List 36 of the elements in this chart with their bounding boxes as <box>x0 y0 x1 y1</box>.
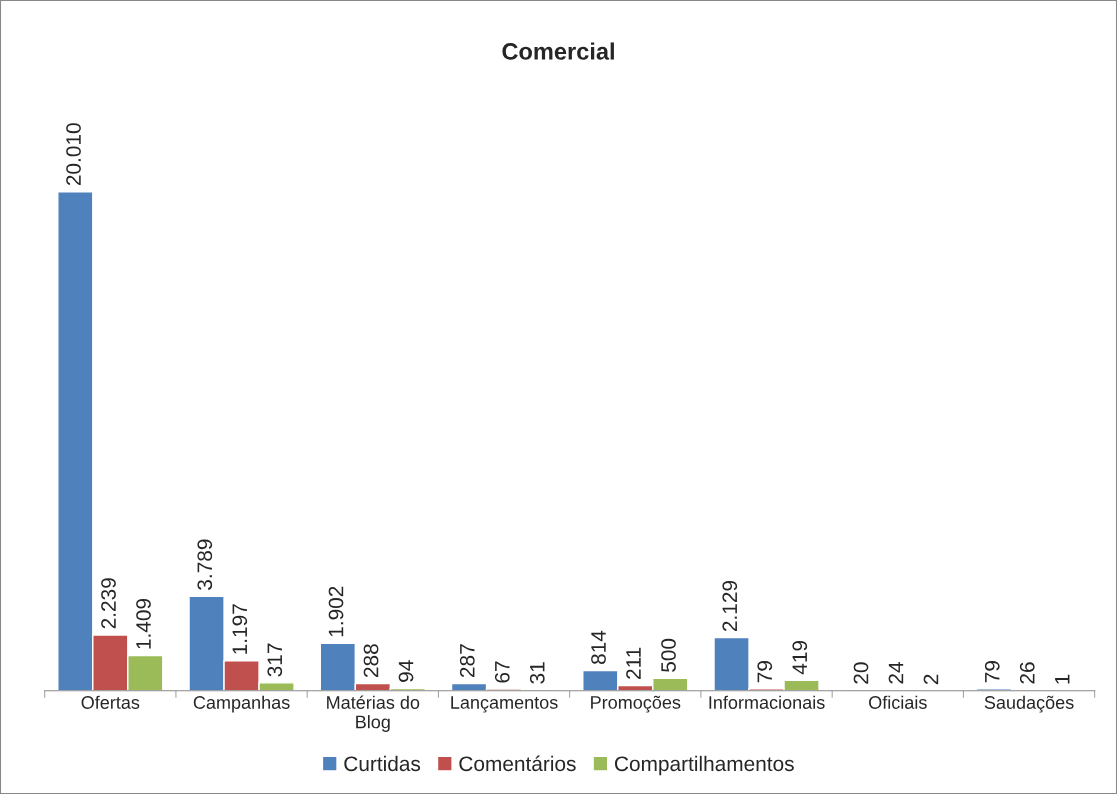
data-label: 67 <box>494 661 510 683</box>
data-label: 317 <box>267 643 283 677</box>
x-tick-label: Campanhas <box>193 695 290 713</box>
data-label: 20.010 <box>66 123 81 186</box>
x-tick-label: Informacionais <box>709 695 825 709</box>
data-label: 287 <box>459 644 475 678</box>
chart-title: Comercial <box>502 42 614 60</box>
data-label: 31 <box>529 662 545 684</box>
data-label: 20 <box>853 662 869 684</box>
legend-label: Comentários <box>459 755 576 772</box>
data-label: 288 <box>363 644 379 677</box>
data-label: 1.902 <box>328 586 344 637</box>
data-label: 419 <box>792 641 808 675</box>
data-label: 2.239 <box>101 578 116 629</box>
data-label: 1.197 <box>232 604 248 654</box>
x-tick-label: Ofertas <box>81 695 140 709</box>
x-tick-label: Promoções <box>591 695 681 713</box>
data-label: 79 <box>984 661 1000 683</box>
data-label: 2 <box>923 674 939 685</box>
data-label: 94 <box>398 660 414 682</box>
data-label: 26 <box>1019 662 1035 684</box>
legend-label: Curtidas <box>344 755 421 772</box>
data-label: 1.409 <box>136 598 151 649</box>
data-label: 211 <box>626 647 641 679</box>
legend-label: Compartilhamentos <box>615 755 794 776</box>
x-tick-label: Lançamentos <box>451 696 558 713</box>
data-label: 500 <box>661 638 676 672</box>
x-tick-label: Oficiais <box>869 695 927 709</box>
x-tick-label: Saudações <box>984 695 1074 713</box>
data-label: 79 <box>757 661 773 683</box>
x-tick-label: Matérias do Blog <box>327 695 420 732</box>
data-label: 1 <box>1055 674 1070 684</box>
data-label: 24 <box>888 662 904 684</box>
data-label: 814 <box>591 630 606 665</box>
data-label: 2.129 <box>722 580 738 632</box>
data-label: 3.789 <box>197 539 213 590</box>
